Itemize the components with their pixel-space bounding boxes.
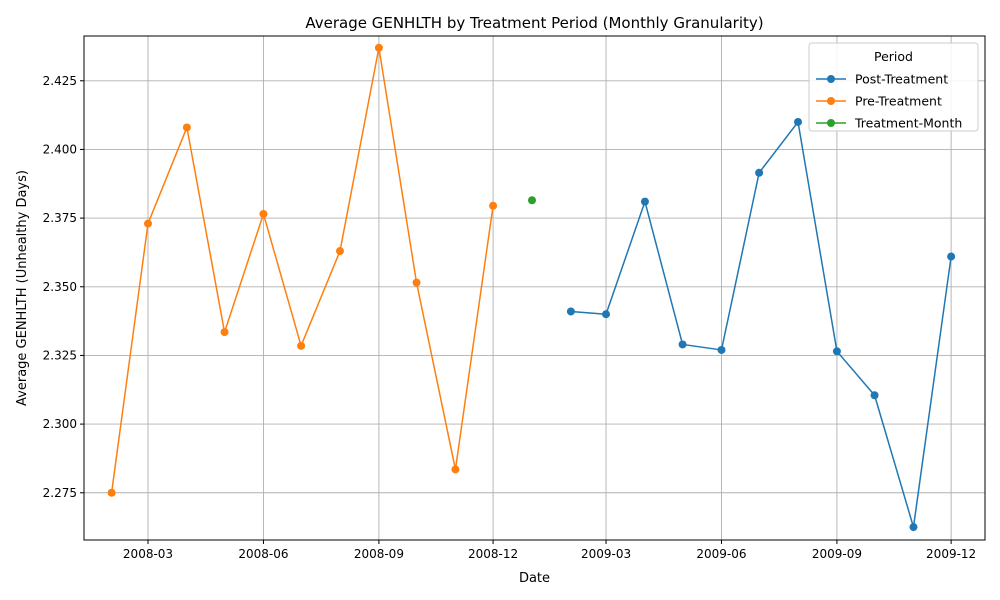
- ticks: 2008-03 2008-06 2008-09 2008-12 2009-03 2009-…: [43, 74, 977, 561]
- chart-title: Average GENHLTH by Treatment Period (Mon…: [305, 14, 763, 32]
- data-point: [794, 117, 803, 126]
- legend-marker: [827, 119, 835, 127]
- y-tick-label: 2.425: [43, 74, 77, 88]
- data-point: [259, 209, 268, 218]
- data-point: [451, 465, 460, 474]
- legend-marker: [827, 75, 835, 83]
- series-post-treatment: [566, 117, 956, 532]
- legend-entries: Post-Treatment Pre-Treatment Treatment-Mon…: [816, 72, 962, 131]
- plot-frame: [83, 35, 986, 541]
- data-point: [870, 391, 879, 400]
- data-point: [602, 310, 611, 319]
- legend-marker: [827, 97, 835, 105]
- data-point: [107, 488, 116, 497]
- data-point: [144, 219, 152, 228]
- x-axis-label: Date: [519, 571, 550, 586]
- series-layer: [107, 43, 956, 532]
- legend-label: Pre-Treatment: [855, 94, 942, 109]
- data-point: [527, 196, 536, 205]
- data-point: [755, 168, 764, 177]
- data-point: [297, 341, 306, 350]
- legend-box: [808, 42, 979, 132]
- y-tick-label: 2.300: [43, 417, 77, 431]
- data-point: [640, 197, 649, 206]
- y-tick-label: 2.375: [43, 211, 77, 225]
- data-point: [412, 278, 421, 287]
- data-point: [678, 340, 687, 349]
- y-tick-label: 2.350: [43, 280, 77, 294]
- y-tick-label: 2.400: [43, 142, 77, 156]
- legend-label: Post-Treatment: [855, 72, 948, 87]
- data-point: [182, 123, 191, 132]
- x-tick-label: 2008-12: [468, 547, 518, 561]
- x-tick-label: 2009-03: [581, 547, 631, 561]
- data-point: [335, 247, 344, 256]
- x-tick-label: 2008-06: [238, 547, 288, 561]
- x-tick-label: 2008-09: [354, 547, 404, 561]
- y-tick-label: 2.325: [43, 348, 77, 362]
- data-point: [832, 347, 841, 356]
- series-treatment-month: [527, 196, 536, 205]
- data-point: [220, 328, 229, 337]
- x-tick-label: 2008-03: [123, 547, 173, 561]
- x-tick-label: 2009-12: [926, 547, 976, 561]
- data-point: [909, 523, 918, 532]
- y-tick-label: 2.275: [43, 486, 77, 500]
- data-point: [717, 345, 726, 354]
- legend-entry-treatment-month: Treatment-Month: [816, 116, 962, 131]
- legend-entry-post-treatment: Post-Treatment: [816, 72, 948, 87]
- data-point: [566, 307, 575, 316]
- legend: Period Post-Treatment Pre-Treatment Treatm…: [808, 42, 979, 132]
- x-tick-label: 2009-06: [696, 547, 746, 561]
- legend-entry-pre-treatment: Pre-Treatment: [816, 94, 942, 109]
- series-pre-treatment: [107, 43, 498, 497]
- data-point: [374, 43, 383, 52]
- x-tick-label: 2009-09: [812, 547, 862, 561]
- legend-label: Treatment-Month: [854, 116, 962, 131]
- legend-title: Period: [874, 49, 913, 64]
- data-point: [489, 201, 498, 210]
- y-axis-label: Average GENHLTH (Unhealthy Days): [15, 170, 30, 406]
- data-point: [947, 252, 956, 261]
